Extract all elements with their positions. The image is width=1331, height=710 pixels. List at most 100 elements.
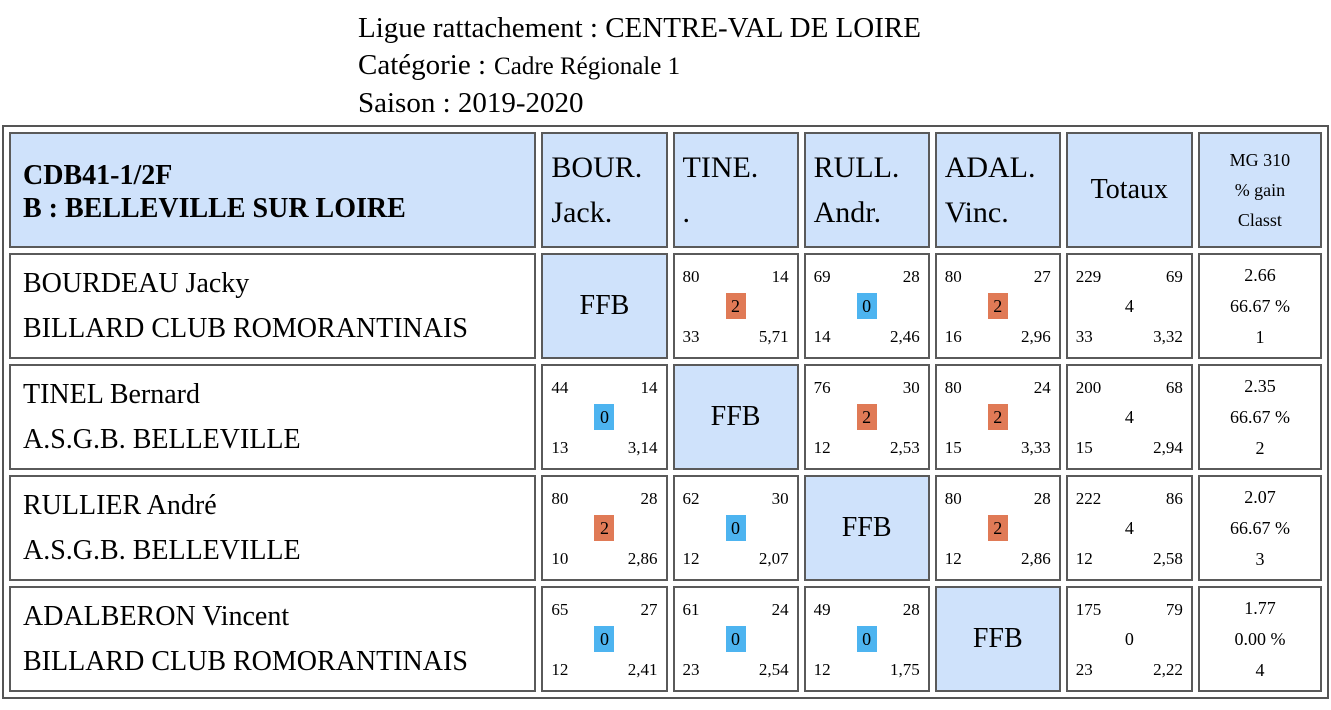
match-result-badge: 2 <box>987 404 1008 430</box>
innings: 28 <box>640 489 658 508</box>
match-result-badge: 2 <box>856 404 877 430</box>
totaux-cell: 222 86 4 12 2,58 <box>1065 475 1193 581</box>
win-percentage: 66.67 % <box>1229 295 1290 316</box>
column-header: BOUR. Jack. <box>541 132 668 248</box>
best-run: 33 <box>1075 327 1093 346</box>
win-percentage: 66.67 % <box>1229 517 1290 538</box>
match-result-badge: 2 <box>594 515 615 541</box>
categorie-line: Catégorie : Cadre Régionale 1 <box>358 47 921 85</box>
player-cell: RULLIER André A.S.G.B. BELLEVILLE <box>9 475 537 581</box>
column-header: TINE.. <box>672 132 799 248</box>
ligue-line: Ligue rattachement : CENTRE-VAL DE LOIRE <box>358 12 921 44</box>
win-percentage: 66.67 % <box>1229 406 1290 427</box>
match-result-badge: 0 <box>594 404 615 430</box>
points: 69 <box>813 267 831 286</box>
total-average: 2,22 <box>1153 660 1183 679</box>
innings: 30 <box>771 489 789 508</box>
results-table: CDB41-1/2F B : BELLEVILLE SUR LOIRE BOUR… <box>2 125 1329 699</box>
total-innings: 69 <box>1165 267 1183 286</box>
match-cell: 65 27 0 12 2,41 <box>541 586 668 692</box>
points: 76 <box>813 378 831 397</box>
column-header: ADAL. Vinc. <box>934 132 1061 248</box>
table-row: ADALBERON Vincent BILLARD CLUB ROMORANTIN… <box>9 586 1322 692</box>
match-result-badge: 0 <box>725 515 746 541</box>
innings: 27 <box>640 600 658 619</box>
match-cell: 69 28 0 14 2,46 <box>803 253 930 359</box>
column-header: RULL. Andr. <box>803 132 930 248</box>
high-run: 12 <box>813 438 831 457</box>
high-run: 12 <box>944 549 962 568</box>
match-result-badge: 2 <box>725 293 746 319</box>
innings: 24 <box>771 600 789 619</box>
totaux-header: Totaux <box>1065 132 1193 248</box>
high-run: 10 <box>551 549 569 568</box>
general-average: 2.07 <box>1244 486 1276 507</box>
player-name: ADALBERON Vincent <box>23 601 290 632</box>
average: 2,46 <box>889 327 920 346</box>
innings: 27 <box>1033 267 1051 286</box>
table-row: BOURDEAU Jacky BILLARD CLUB ROMORANTINAIS… <box>9 253 1322 359</box>
average: 3,33 <box>1021 438 1051 457</box>
player-club: A.S.G.B. BELLEVILLE <box>23 535 301 566</box>
total-match-points: 4 <box>1124 518 1134 538</box>
general-average: 1.77 <box>1244 597 1276 618</box>
high-run: 12 <box>551 660 569 679</box>
best-run: 12 <box>1075 549 1093 568</box>
mg-cell: 2.07 66.67 % 3 <box>1197 475 1322 581</box>
innings: 28 <box>1033 489 1051 508</box>
match-result-badge: 0 <box>725 626 746 652</box>
match-cell: 62 30 0 12 2,07 <box>672 475 799 581</box>
average: 1,75 <box>889 660 920 679</box>
match-cell: 80 28 2 10 2,86 <box>541 475 668 581</box>
points: 80 <box>944 378 962 397</box>
innings: 24 <box>1033 378 1051 397</box>
win-percentage: 0.00 % <box>1234 628 1286 649</box>
table-row: RULLIER André A.S.G.B. BELLEVILLE 80 28 2 10 2… <box>9 475 1322 581</box>
total-match-points: 4 <box>1124 296 1134 316</box>
average: 2,54 <box>758 660 789 679</box>
high-run: 14 <box>813 327 831 346</box>
player-name: TINEL Bernard <box>23 379 200 410</box>
innings: 14 <box>640 378 658 397</box>
ffb-cell: FFB <box>934 586 1061 692</box>
match-cell: 80 24 2 15 3,33 <box>934 364 1061 470</box>
ranking: 1 <box>1255 326 1265 347</box>
general-average: 2.35 <box>1244 375 1276 396</box>
table-row: TINEL Bernard A.S.G.B. BELLEVILLE 44 14 0 13 3… <box>9 364 1322 470</box>
totaux-cell: 200 68 4 15 2,94 <box>1065 364 1193 470</box>
match-cell: 49 28 0 12 1,75 <box>803 586 930 692</box>
points: 80 <box>944 267 962 286</box>
high-run: 12 <box>813 660 831 679</box>
high-run: 13 <box>551 438 569 457</box>
saison-line: Saison : 2019-2020 <box>358 87 584 119</box>
ffb-cell: FFB <box>541 253 668 359</box>
player-cell: ADALBERON Vincent BILLARD CLUB ROMORANTIN… <box>9 586 537 692</box>
total-average: 2,94 <box>1153 438 1183 457</box>
high-run: 23 <box>682 660 700 679</box>
points: 80 <box>944 489 962 508</box>
page-header: Ligue rattachement : CENTRE-VAL DE LOIRE… <box>358 10 921 122</box>
high-run: 15 <box>944 438 962 457</box>
average: 2,41 <box>627 660 658 679</box>
points: 61 <box>682 600 700 619</box>
totaux-cell: 229 69 4 33 3,32 <box>1065 253 1193 359</box>
total-average: 3,32 <box>1153 327 1183 346</box>
points: 80 <box>682 267 700 286</box>
match-cell: 61 24 0 23 2,54 <box>672 586 799 692</box>
average: 2,53 <box>889 438 920 457</box>
total-points: 175 <box>1075 600 1102 619</box>
mg-cell: 2.35 66.67 % 2 <box>1197 364 1322 470</box>
player-club: BILLARD CLUB ROMORANTINAIS <box>23 313 468 344</box>
match-cell: 80 14 2 33 5,71 <box>672 253 799 359</box>
total-average: 2,58 <box>1153 549 1183 568</box>
table-header-row: CDB41-1/2F B : BELLEVILLE SUR LOIRE BOUR… <box>9 132 1322 248</box>
totaux-cell: 175 79 0 23 2,22 <box>1065 586 1193 692</box>
average: 5,71 <box>758 327 789 346</box>
ranking: 3 <box>1255 548 1265 569</box>
categorie-value: Cadre Régionale 1 <box>494 53 681 80</box>
innings: 28 <box>902 267 920 286</box>
total-match-points: 4 <box>1124 407 1134 427</box>
points: 49 <box>813 600 831 619</box>
average: 2,96 <box>1021 327 1051 346</box>
match-result-badge: 0 <box>594 626 615 652</box>
